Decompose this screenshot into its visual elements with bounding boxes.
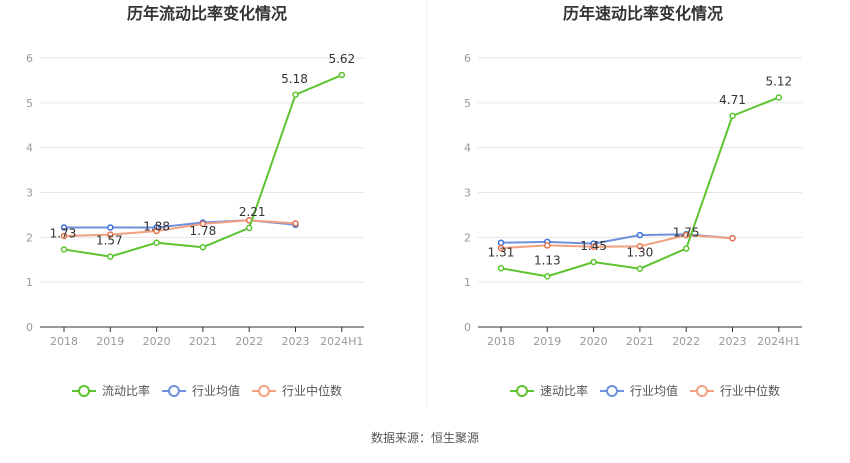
x-tick-label: 2023	[719, 335, 747, 348]
data-point-industry-median	[682, 231, 690, 239]
data-label: 1.88	[143, 220, 170, 234]
data-point-industry-median	[544, 242, 551, 249]
data-point-ratio	[292, 91, 299, 99]
x-tick-label: 2018	[50, 335, 78, 348]
x-tick-label: 2022	[672, 335, 700, 348]
quick-ratio-chart: 历年速动比率变化情况 0 1 2 3 4 5 6 2018 2019 2020 2021 2022 202…	[464, 4, 802, 398]
data-point-ratio	[590, 258, 597, 266]
data-point-ratio	[544, 273, 551, 280]
data-point-industry-median	[636, 243, 644, 250]
x-tick-label: 2021	[626, 335, 654, 348]
legend-label: 行业中位数	[720, 383, 780, 398]
data-point-ratio	[153, 239, 160, 246]
data-label: 5.18	[281, 72, 308, 86]
data-label: 1.57	[96, 234, 123, 248]
x-tick-label: 2018	[487, 335, 515, 348]
data-point-ratio	[775, 94, 783, 101]
data-point-industry-median	[590, 243, 597, 250]
legend-marker	[606, 385, 618, 397]
y-tick-label: 0	[26, 321, 33, 334]
series-line-industry-median	[63, 219, 296, 237]
data-point-industry-median	[153, 227, 160, 235]
data-label: 1.31	[488, 245, 515, 259]
y-tick-label: 6	[464, 52, 471, 65]
legend-label: 行业均值	[630, 383, 678, 398]
legend-label: 行业中位数	[282, 383, 342, 398]
data-point-industry-mean	[636, 231, 644, 239]
data-point-ratio	[682, 245, 690, 252]
data-label: 1.78	[190, 224, 217, 238]
data-point-ratio	[60, 246, 68, 253]
data-point-ratio	[199, 243, 207, 251]
y-tick-label: 2	[26, 231, 33, 244]
y-tick-label: 1	[26, 276, 33, 289]
data-label: 1.45	[580, 239, 607, 253]
data-point-industry-mean	[60, 224, 68, 231]
y-tick-label: 1	[464, 276, 471, 289]
data-label: 1.73	[50, 226, 77, 240]
x-tick-label: 2024H1	[757, 335, 800, 348]
series-line-industry-median	[500, 234, 733, 250]
data-label: 5.62	[328, 52, 355, 66]
data-point-industry-median	[729, 234, 736, 242]
data-point-ratio	[338, 71, 346, 79]
x-tick-label: 2022	[235, 335, 263, 348]
y-tick-label: 4	[464, 142, 471, 155]
legend-marker	[78, 385, 90, 397]
data-point-industry-median	[292, 220, 299, 227]
data-label: 2.21	[239, 205, 266, 219]
x-tick-label: 2021	[189, 335, 217, 348]
data-source: 数据来源：恒生聚源	[371, 430, 479, 445]
y-tick-label: 5	[464, 97, 471, 110]
legend-label: 行业均值	[192, 383, 240, 398]
x-tick-label: 2020	[143, 335, 171, 348]
data-label: 1.30	[627, 246, 654, 260]
y-tick-label: 4	[26, 142, 33, 155]
y-tick-label: 5	[26, 97, 33, 110]
y-tick-label: 0	[464, 321, 471, 334]
legend-marker	[516, 385, 528, 397]
y-tick-label: 6	[26, 52, 33, 65]
x-tick-label: 2019	[96, 335, 124, 348]
x-tick-label: 2020	[580, 335, 608, 348]
y-tick-label: 3	[464, 187, 471, 200]
y-tick-label: 2	[464, 231, 471, 244]
y-tick-label: 3	[26, 187, 33, 200]
data-label: 5.12	[765, 74, 792, 88]
x-tick-label: 2024H1	[320, 335, 363, 348]
data-point-ratio	[729, 112, 736, 120]
chart-title: 历年流动比率变化情况	[127, 4, 287, 23]
data-point-ratio	[497, 265, 505, 272]
data-point-industry-median	[199, 220, 207, 228]
x-tick-label: 2019	[533, 335, 561, 348]
current-ratio-chart: 历年流动比率变化情况 0 1 2 3 4 5 6 2018 2019 2020 2021 2022 202…	[26, 4, 364, 398]
legend-marker	[168, 385, 180, 397]
data-point-industry-median	[497, 244, 505, 252]
legend-label: 速动比率	[540, 383, 588, 398]
data-label: 1.75	[673, 226, 700, 240]
data-label: 4.71	[719, 93, 746, 107]
data-point-industry-mean	[107, 224, 114, 231]
data-point-ratio	[107, 253, 114, 260]
data-point-ratio	[636, 265, 644, 272]
legend-marker	[696, 385, 708, 397]
x-tick-label: 2023	[282, 335, 310, 348]
data-point-industry-median	[107, 231, 114, 238]
chart-title: 历年速动比率变化情况	[563, 4, 723, 23]
legend-label: 流动比率	[102, 383, 150, 398]
data-point-industry-median	[60, 232, 68, 240]
legend-marker	[258, 385, 270, 397]
data-point-ratio	[245, 224, 253, 232]
data-label: 1.13	[534, 253, 561, 267]
